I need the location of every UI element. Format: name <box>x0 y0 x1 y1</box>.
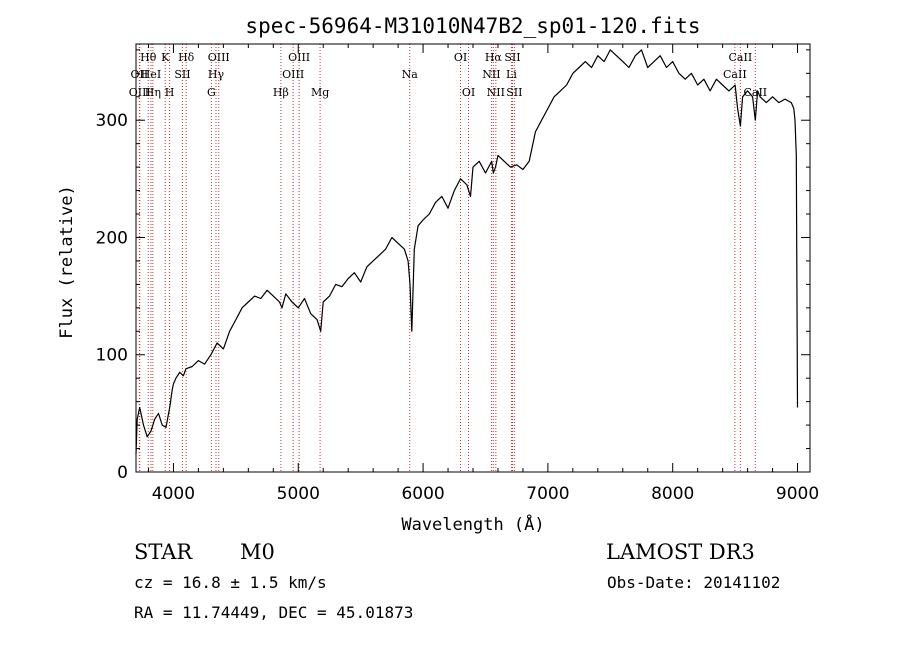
x-axis-label: Wavelength (Å) <box>401 513 544 535</box>
marker-label-25: CaII <box>729 51 753 64</box>
marker-label-11: G <box>207 86 216 99</box>
marker-label-27: CaII <box>743 86 767 99</box>
marker-label-14: Hβ <box>273 86 289 99</box>
marker-label-26: CaII <box>723 68 747 81</box>
chart-title: spec-56964-M31010N47B2_sp01-120.fits <box>245 14 700 38</box>
marker-label-21: NII <box>482 68 500 81</box>
y-tick-label-0: 0 <box>117 463 128 483</box>
object-class: STAR <box>134 540 193 564</box>
x-tick-label-5: 9000 <box>776 484 819 504</box>
object-subclass: M0 <box>240 540 275 564</box>
marker-label-2: OIII <box>129 86 151 99</box>
marker-label-20: SII <box>504 51 520 64</box>
x-tick-label-4: 8000 <box>651 484 694 504</box>
marker-label-16: Na <box>402 68 419 81</box>
marker-label-5: K <box>161 51 170 64</box>
marker-label-13: OIII <box>282 68 304 81</box>
emission-line-markers <box>138 44 756 472</box>
marker-label-7: H <box>165 86 175 99</box>
marker-label-0: Hθ <box>140 51 157 64</box>
series-line-0 <box>135 49 799 455</box>
marker-label-8: Hδ <box>178 51 195 64</box>
y-tick-label-2: 200 <box>96 228 128 248</box>
y-tick-label-3: 300 <box>96 111 128 131</box>
x-tick-label-1: 5000 <box>277 484 320 504</box>
marker-label-23: NII <box>487 86 505 99</box>
marker-label-1: OII <box>131 68 149 81</box>
marker-labels: Hθ OII OIII HeI Hη K SII H Hδ OIII Hγ G OIII OIII Hβ Mg… <box>129 51 767 99</box>
marker-label-22: Li <box>506 68 517 81</box>
plot-frame <box>135 43 811 473</box>
x-tick-label-0: 4000 <box>152 484 195 504</box>
marker-label-4: Hη <box>145 86 161 99</box>
plot-axes <box>135 43 811 473</box>
marker-label-12: OIII <box>288 51 310 64</box>
coordinates-text: RA = 11.74449, DEC = 45.01873 <box>134 603 414 622</box>
y-tick-label-1: 100 <box>96 346 128 366</box>
marker-label-24: SII <box>506 86 522 99</box>
marker-label-6: SII <box>174 68 190 81</box>
marker-label-10: Hγ <box>208 68 225 81</box>
obs-date-text: Obs-Date: 20141102 <box>607 573 781 592</box>
x-tick-label-2: 6000 <box>401 484 444 504</box>
x-tick-label-3: 7000 <box>526 484 569 504</box>
marker-label-19: Hα <box>485 51 503 64</box>
marker-label-15: Mg <box>311 86 329 99</box>
marker-label-9: OIII <box>208 51 230 64</box>
y-axis-label: Flux (relative) <box>57 185 77 339</box>
survey-name: LAMOST DR3 <box>606 540 755 564</box>
axis-ticks: 4000 5000 6000 7000 8000 9000 0 100 200 300 <box>96 44 819 504</box>
marker-label-18: OI <box>462 86 475 99</box>
redshift-text: cz = 16.8 ± 1.5 km/s <box>134 573 327 592</box>
marker-label-3: HeI <box>141 68 161 81</box>
marker-label-17: OI <box>454 51 467 64</box>
spectrum-series <box>135 49 799 455</box>
